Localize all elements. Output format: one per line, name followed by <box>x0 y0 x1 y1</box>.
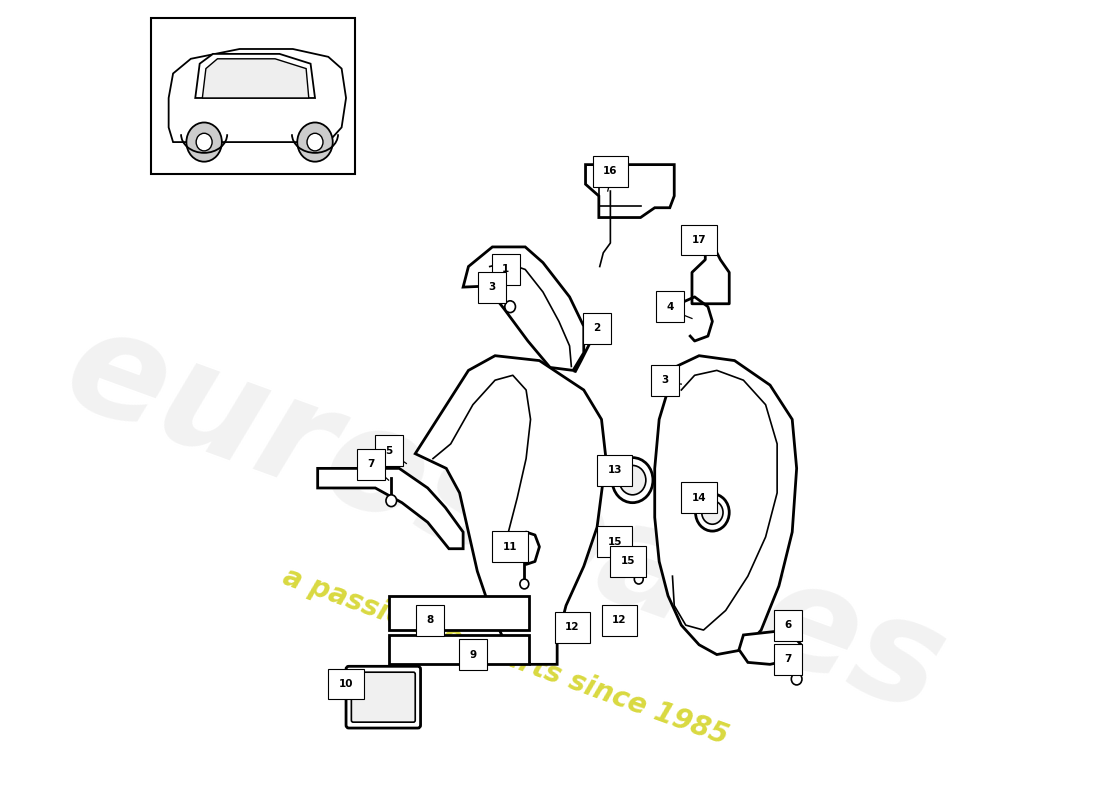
Polygon shape <box>415 356 606 664</box>
Circle shape <box>307 134 323 151</box>
Polygon shape <box>585 165 674 218</box>
Polygon shape <box>318 468 463 549</box>
Bar <box>388 635 529 664</box>
Circle shape <box>186 122 222 162</box>
Circle shape <box>520 579 529 589</box>
Text: 15: 15 <box>607 537 623 547</box>
FancyBboxPatch shape <box>346 666 420 728</box>
Polygon shape <box>739 630 801 664</box>
Circle shape <box>695 494 729 531</box>
Text: 8: 8 <box>427 615 433 626</box>
Text: 12: 12 <box>612 615 627 626</box>
Polygon shape <box>196 54 315 98</box>
Polygon shape <box>168 49 346 142</box>
Text: 17: 17 <box>692 235 706 245</box>
Circle shape <box>196 134 212 151</box>
Polygon shape <box>575 323 590 372</box>
Circle shape <box>386 495 397 506</box>
Text: 1: 1 <box>502 265 509 274</box>
Text: 2: 2 <box>593 323 601 334</box>
Text: 15: 15 <box>620 557 636 566</box>
Polygon shape <box>463 247 584 370</box>
Text: 3: 3 <box>488 282 496 292</box>
Text: 10: 10 <box>339 679 353 689</box>
Bar <box>151 18 355 174</box>
Text: 11: 11 <box>503 542 517 552</box>
Text: eurospares: eurospares <box>48 295 964 743</box>
Text: 3: 3 <box>662 375 669 385</box>
Circle shape <box>612 458 653 502</box>
Bar <box>388 596 529 630</box>
Circle shape <box>297 122 332 162</box>
Text: 7: 7 <box>784 654 792 665</box>
Text: 16: 16 <box>603 166 617 177</box>
Circle shape <box>702 501 723 524</box>
Circle shape <box>505 301 516 313</box>
Text: 13: 13 <box>607 466 623 475</box>
Text: 12: 12 <box>565 622 580 632</box>
Circle shape <box>619 466 646 495</box>
Text: 4: 4 <box>667 302 673 312</box>
Circle shape <box>635 574 643 584</box>
FancyBboxPatch shape <box>351 672 415 722</box>
Circle shape <box>791 673 802 685</box>
Text: 6: 6 <box>784 620 791 630</box>
Text: 9: 9 <box>470 650 476 659</box>
Text: 5: 5 <box>385 446 393 456</box>
Text: 14: 14 <box>692 493 706 502</box>
Text: a passion for parts since 1985: a passion for parts since 1985 <box>279 562 733 750</box>
Text: 7: 7 <box>367 459 375 470</box>
Polygon shape <box>654 356 796 654</box>
Polygon shape <box>202 58 309 98</box>
